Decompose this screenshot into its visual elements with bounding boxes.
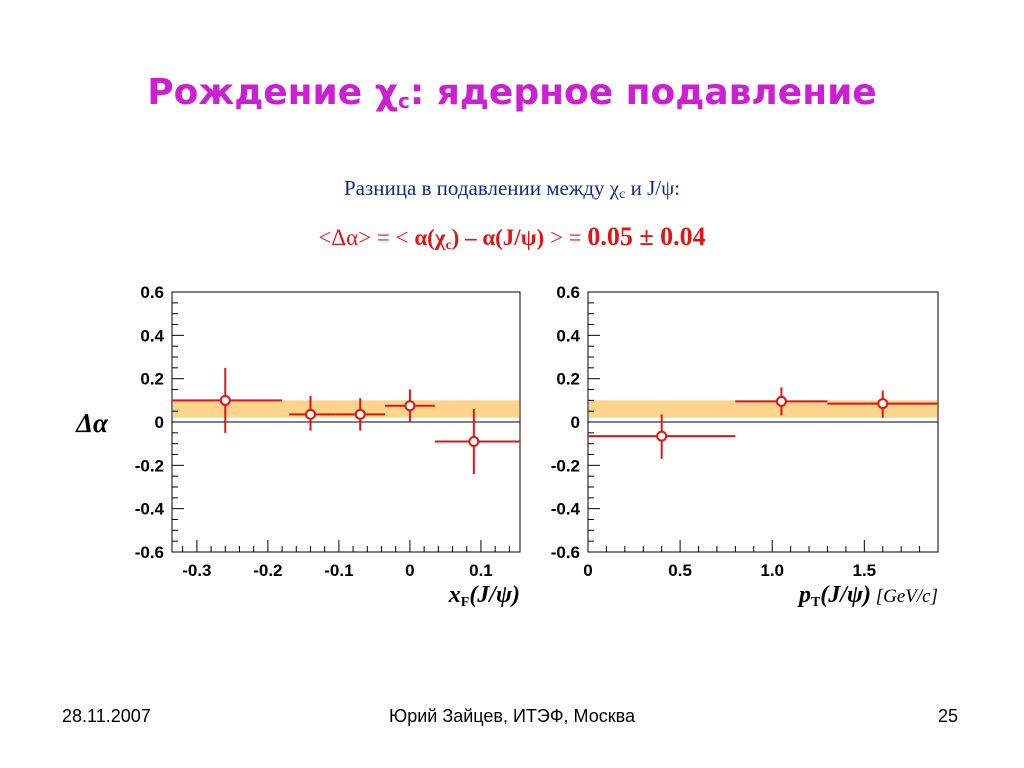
marker xyxy=(304,408,316,420)
marker xyxy=(656,430,668,442)
xlabel-rest: (J/ψ) xyxy=(469,582,520,608)
chart1-ylabel: Δα xyxy=(75,408,109,438)
chart1-xtick-label: 0.1 xyxy=(469,561,493,580)
marker xyxy=(354,408,366,420)
chart2-ytick-label: -0.2 xyxy=(551,456,580,475)
chart1-data-point xyxy=(289,396,336,431)
slide-subtitle: Разница в подавлении между χc и J/ψ: xyxy=(343,176,681,202)
chart2-data-point xyxy=(827,390,938,418)
chart1-data-point xyxy=(335,398,386,431)
xlabel-main: x xyxy=(448,582,461,608)
chart1-ytick-label: 0 xyxy=(155,413,164,432)
chart2-xtick-label: 1.5 xyxy=(852,561,876,580)
chart2-xtick-label: 0 xyxy=(583,561,592,580)
chart1-data-point xyxy=(434,409,520,474)
chart1-ytick-label: 0.2 xyxy=(140,370,164,389)
chart1: -0.6 -0.4 -0.2 0 0.2 0.4 0.6 -0.3 -0.2 -0.1 0 0.1 Δα… xyxy=(75,283,521,610)
chart1-data-point xyxy=(172,367,283,433)
chart1-xtick-label: -0.3 xyxy=(182,561,211,580)
chart2-xtick-label: 0.5 xyxy=(668,561,692,580)
footer-date: 28.11.2007 xyxy=(62,706,151,726)
chart1-data-point xyxy=(385,389,435,422)
marker xyxy=(219,394,231,406)
xlabel-unit: [GeV/c] xyxy=(871,586,938,607)
chart1-ytick-label: -0.6 xyxy=(135,543,164,562)
chart1-ytick-label: -0.4 xyxy=(135,500,165,519)
xlabel-sub: F xyxy=(461,595,470,610)
chart2-xtick-label: 1.0 xyxy=(760,561,784,580)
xlabel-main: p xyxy=(797,582,811,608)
chart2-data-point xyxy=(735,387,828,416)
chart1-xlabel: xF(J/ψ) xyxy=(448,582,520,610)
chart1-ytick-label: -0.2 xyxy=(135,456,164,475)
marker xyxy=(404,400,416,412)
chart2-ytick-label: -0.6 xyxy=(551,543,580,562)
xlabel-rest: (J/ψ) xyxy=(820,582,871,608)
slide-title: Рождение χc: ядерное подавление xyxy=(147,72,877,113)
xlabel-sub: T xyxy=(811,595,821,610)
marker xyxy=(877,398,889,410)
chart1-xtick-label: 0 xyxy=(405,561,414,580)
chart1-average-band xyxy=(173,400,519,418)
chart2-ytick-label: 0 xyxy=(571,413,580,432)
marker xyxy=(775,395,787,407)
chart1-ytick-label: 0.4 xyxy=(140,326,164,345)
chart2-ytick-label: 0.2 xyxy=(556,370,580,389)
chart2-ytick-label: 0.4 xyxy=(556,326,580,345)
formula: <Δα> = < α(χc) – α(J/ψ) > = 0.05 ± 0.04 xyxy=(318,222,706,253)
chart2-xlabel: pT(J/ψ) [GeV/c] xyxy=(797,582,938,610)
chart2-average-band xyxy=(589,400,937,418)
chart2: -0.6 -0.4 -0.2 0 0.2 0.4 0.6 0 0.5 1.0 1.5 pT(J/ψ) … xyxy=(551,283,939,610)
chart1-xtick-label: -0.2 xyxy=(253,561,282,580)
footer-page-number: 25 xyxy=(938,706,959,726)
chart2-data-point xyxy=(588,414,736,459)
footer-author: Юрий Зайцев, ИТЭФ, Москва xyxy=(389,706,635,726)
chart1-ytick-label: 0.6 xyxy=(140,283,164,302)
chart2-ytick-label: 0.6 xyxy=(556,283,580,302)
marker xyxy=(468,436,480,447)
chart2-ytick-label: -0.4 xyxy=(551,500,581,519)
chart1-xtick-label: -0.1 xyxy=(324,561,353,580)
